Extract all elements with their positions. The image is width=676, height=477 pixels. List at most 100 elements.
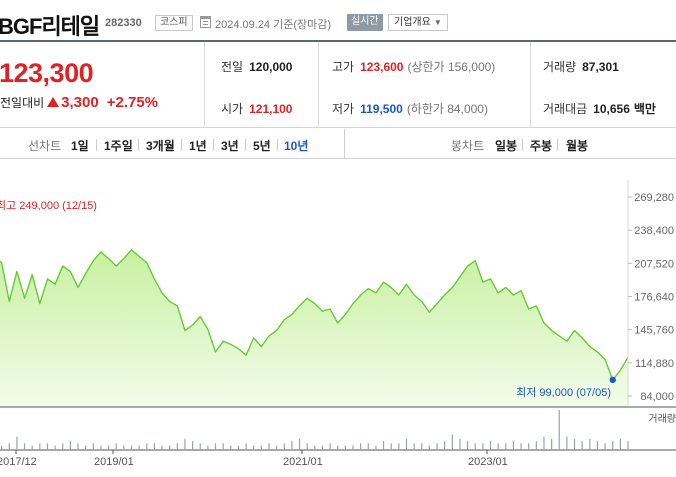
stat-label: 저가: [332, 102, 355, 116]
price-chart-svg: 269,280 238,400 207,520 176,640 145,760 114,8…: [0, 180, 676, 468]
divider: [318, 42, 319, 128]
tab-daily-candle[interactable]: 일봉: [495, 139, 518, 153]
volume-bar: [573, 438, 576, 450]
volume-bar: [512, 441, 515, 450]
volume-bar: [8, 443, 10, 450]
divider: [213, 139, 214, 151]
volume-bar: [596, 441, 599, 450]
volume-bar: [413, 443, 415, 450]
volume-bar: [352, 445, 354, 450]
volume-bar: [283, 443, 285, 450]
price-summary: 123,300 전일대비 3,300 +2.75% 전일 120,000 시가 121,…: [0, 42, 676, 128]
volume-bar: [489, 441, 492, 450]
calendar-icon: [200, 16, 211, 28]
x-tick-label: 2017/12: [0, 456, 37, 468]
stat-amount: 거래대금 10,656 백만: [543, 100, 656, 117]
stat-open: 시가 121,100: [221, 100, 292, 117]
volume-bar: [329, 443, 331, 450]
volume-bar: [558, 410, 560, 450]
stat-label: 전일: [221, 60, 244, 74]
volume-bar: [146, 443, 148, 450]
y-tick-label: 207,520: [634, 258, 674, 270]
realtime-button[interactable]: 실시간: [347, 14, 383, 31]
volume-bar: [543, 436, 545, 450]
stat-value: 87,301: [582, 60, 619, 74]
volume-bar: [344, 445, 346, 450]
volume-label: 거래량: [648, 413, 676, 425]
tab-1week[interactable]: 1주일: [104, 139, 133, 153]
x-tick-label: 2019/01: [94, 456, 134, 468]
tab-3year[interactable]: 3년: [221, 139, 239, 153]
company-name[interactable]: BGF리테일: [0, 14, 100, 39]
volume-bar: [360, 443, 362, 450]
change-amount: 3,300: [61, 94, 99, 111]
volume-bar: [528, 443, 530, 450]
volume-bar: [253, 445, 255, 450]
y-tick-label: 238,400: [634, 225, 674, 237]
price-chart[interactable]: 269,280 238,400 207,520 176,640 145,760 114,8…: [0, 160, 676, 477]
volume-bar: [337, 445, 339, 450]
line-chart-label: 선차트: [28, 139, 62, 153]
y-tick-label: 176,640: [634, 292, 674, 304]
volume-bar: [428, 445, 430, 450]
stat-volume: 거래량 87,301: [543, 58, 619, 75]
low-annotation: 최저 99,000 (07/05): [516, 386, 611, 399]
divider: [138, 139, 139, 151]
x-tick-label: 2021/01: [283, 456, 323, 468]
volume-bar: [123, 445, 125, 450]
tab-3month[interactable]: 3개월: [146, 139, 175, 153]
base-date: 2024.09.24 기준(장마감): [215, 19, 332, 31]
company-info-label: 기업개요: [394, 17, 431, 28]
tab-weekly-candle[interactable]: 주봉: [530, 139, 553, 153]
volume-bar: [505, 443, 507, 450]
stock-code: 282330: [105, 17, 142, 29]
volume-bar: [398, 443, 400, 450]
volume-bar: [535, 441, 537, 450]
volume-bar: [321, 445, 324, 450]
volume-bar: [39, 443, 41, 450]
volume-bar: [92, 443, 94, 450]
tab-5year[interactable]: 5년: [253, 139, 271, 153]
volume-bar: [497, 443, 499, 450]
volume-bar: [612, 441, 614, 450]
volume-bar: [390, 443, 392, 450]
price-change: 전일대비 3,300 +2.75%: [0, 94, 158, 111]
volume-bar: [276, 445, 278, 450]
stat-value: 120,000: [249, 60, 293, 74]
stat-label: 거래량: [543, 60, 577, 74]
divider: [530, 42, 531, 128]
divider: [344, 129, 345, 159]
volume-bar: [444, 441, 446, 450]
tab-10year[interactable]: 10년: [284, 139, 309, 153]
volume-bar: [314, 445, 316, 450]
high-annotation: 최고 249,000 (12/15): [0, 199, 97, 212]
tab-monthly-candle[interactable]: 월봉: [566, 139, 589, 153]
stat-prev-close: 전일 120,000: [221, 58, 292, 75]
divider: [245, 139, 246, 151]
volume-bar: [207, 445, 209, 450]
stat-label: 고가: [332, 60, 355, 74]
volume-bar: [291, 441, 293, 450]
volume-bar: [77, 443, 79, 450]
candle-chart-label: 봉차트: [451, 139, 485, 153]
change-label: 전일대비: [0, 96, 45, 110]
volume-bar: [107, 445, 110, 450]
chevron-down-icon: ▼: [433, 18, 442, 27]
tab-1year[interactable]: 1년: [189, 139, 207, 153]
stock-header: BGF리테일 282330 코스피 2024.09.24 기준(장마감) 실시간…: [0, 0, 676, 42]
change-rate: +2.75%: [106, 94, 159, 111]
company-info-dropdown[interactable]: 기업개요 ▼: [388, 14, 448, 31]
volume-bar: [161, 445, 163, 450]
volume-bar: [260, 445, 262, 450]
lower-limit: (하한가 84,000): [406, 102, 488, 116]
volume-bar: [23, 443, 26, 450]
tab-1day[interactable]: 1일: [71, 139, 89, 153]
volume-bar: [169, 445, 171, 450]
stat-high: 고가 123,600 (상한가 156,000): [332, 58, 495, 75]
divider: [557, 139, 558, 151]
volume-bar: [153, 443, 156, 450]
volume-bar: [85, 445, 87, 450]
stat-value: 119,500: [360, 102, 403, 116]
volume-bar: [298, 438, 301, 450]
divider: [277, 139, 278, 151]
